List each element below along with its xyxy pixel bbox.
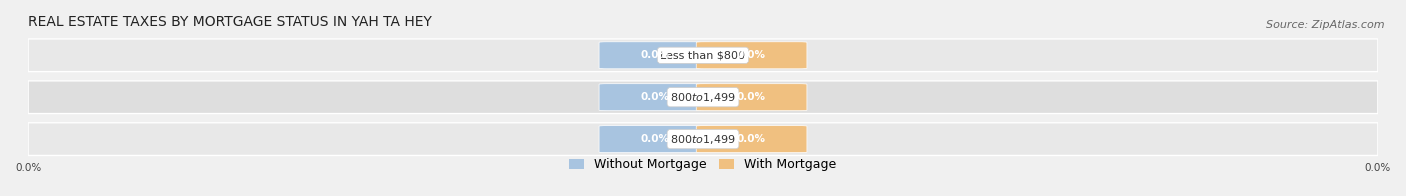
Text: 0.0%: 0.0%: [641, 92, 669, 102]
Text: REAL ESTATE TAXES BY MORTGAGE STATUS IN YAH TA HEY: REAL ESTATE TAXES BY MORTGAGE STATUS IN …: [28, 15, 432, 29]
FancyBboxPatch shape: [599, 42, 710, 69]
Legend: Without Mortgage, With Mortgage: Without Mortgage, With Mortgage: [564, 153, 842, 176]
Text: 0.0%: 0.0%: [737, 134, 765, 144]
FancyBboxPatch shape: [696, 126, 807, 153]
Text: Less than $800: Less than $800: [661, 50, 745, 60]
FancyBboxPatch shape: [599, 84, 710, 111]
Text: 0.0%: 0.0%: [641, 50, 669, 60]
FancyBboxPatch shape: [696, 84, 807, 111]
FancyBboxPatch shape: [599, 126, 710, 153]
Text: 0.0%: 0.0%: [737, 50, 765, 60]
FancyBboxPatch shape: [696, 42, 807, 69]
Text: $800 to $1,499: $800 to $1,499: [671, 91, 735, 104]
Text: Source: ZipAtlas.com: Source: ZipAtlas.com: [1267, 20, 1385, 30]
Text: 0.0%: 0.0%: [641, 134, 669, 144]
FancyBboxPatch shape: [28, 81, 1378, 113]
Text: 0.0%: 0.0%: [737, 92, 765, 102]
FancyBboxPatch shape: [28, 123, 1378, 155]
Text: $800 to $1,499: $800 to $1,499: [671, 133, 735, 146]
FancyBboxPatch shape: [28, 39, 1378, 72]
